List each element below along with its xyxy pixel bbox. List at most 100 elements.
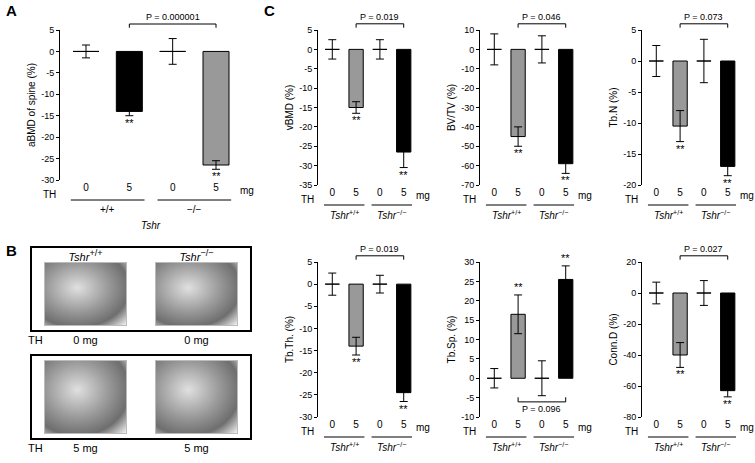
svg-text:**: ** — [399, 169, 408, 181]
svg-text:-35: -35 — [299, 180, 312, 190]
svg-text:-15: -15 — [299, 346, 312, 356]
svg-text:mg: mg — [416, 190, 430, 201]
svg-text:mg: mg — [578, 422, 592, 433]
svg-text:5: 5 — [677, 419, 683, 430]
svg-text:TH: TH — [463, 194, 476, 205]
svg-text:Tb.Sp. (%): Tb.Sp. (%) — [446, 316, 457, 364]
svg-text:aBMD of spine (%): aBMD of spine (%) — [26, 63, 37, 147]
svg-text:-5: -5 — [304, 301, 312, 311]
svg-text:-20: -20 — [299, 122, 312, 132]
svg-text:Tshr​−/−​: Tshr​−/−​ — [377, 441, 406, 453]
svg-text:Tshr​−/−​: Tshr​−/−​ — [539, 209, 568, 221]
svg-text:Tshr​+/+​: Tshr​+/+​ — [330, 209, 359, 221]
svg-text:**: ** — [676, 368, 685, 380]
svg-text:0: 0 — [469, 45, 474, 55]
svg-text:TH: TH — [301, 426, 314, 437]
svg-text:5: 5 — [469, 354, 474, 364]
svg-text:5: 5 — [677, 187, 683, 198]
svg-text:P = 0.019: P = 0.019 — [360, 244, 399, 254]
svg-text:-15: -15 — [299, 103, 312, 113]
svg-text:0: 0 — [83, 182, 89, 193]
svg-text:-10: -10 — [623, 118, 636, 128]
svg-text:Conn.D (%): Conn.D (%) — [608, 313, 619, 365]
svg-text:5: 5 — [401, 187, 407, 198]
svg-text:20: 20 — [464, 296, 474, 306]
svg-text:-10: -10 — [299, 324, 312, 334]
svg-text:Tshr​+/+​: Tshr​+/+​ — [492, 441, 521, 453]
svg-text:Tshr​+/+​: Tshr​+/+​ — [654, 441, 683, 453]
svg-text:5: 5 — [401, 419, 407, 430]
svg-text:0: 0 — [701, 187, 707, 198]
svg-text:Tshr​+/+​: Tshr​+/+​ — [654, 209, 683, 221]
svg-text:5: 5 — [49, 25, 54, 35]
svg-text:mg: mg — [740, 422, 754, 433]
svg-text:Tshr​−/−​: Tshr​−/−​ — [377, 209, 406, 221]
svg-text:-15: -15 — [41, 111, 54, 121]
svg-text:Tshr​+/+​: Tshr​+/+​ — [492, 209, 521, 221]
svg-text:-60: -60 — [461, 161, 474, 171]
svg-text:mg: mg — [416, 422, 430, 433]
svg-text:0: 0 — [492, 419, 498, 430]
svg-text:-5: -5 — [466, 393, 474, 403]
svg-text:0: 0 — [49, 47, 54, 57]
svg-text:0: 0 — [631, 56, 636, 66]
svg-text:5: 5 — [307, 25, 312, 35]
svg-text:**: ** — [723, 177, 732, 189]
svg-text:Tb.N (%): Tb.N (%) — [608, 88, 619, 128]
svg-text:mg: mg — [578, 190, 592, 201]
svg-text:-20: -20 — [623, 319, 636, 329]
svg-text:5: 5 — [213, 182, 219, 193]
svg-text:P = 0.000001: P = 0.000001 — [146, 12, 200, 22]
svg-text:**: ** — [723, 398, 732, 410]
svg-text:5: 5 — [725, 419, 731, 430]
svg-text:0: 0 — [539, 187, 545, 198]
svg-text:0: 0 — [539, 419, 545, 430]
svg-text:0: 0 — [654, 419, 660, 430]
svg-text:-40: -40 — [461, 122, 474, 132]
svg-text:-25: -25 — [41, 154, 54, 164]
svg-text:0: 0 — [330, 187, 336, 198]
svg-text:-25: -25 — [299, 390, 312, 400]
svg-text:P = 0.073: P = 0.073 — [684, 12, 723, 22]
svg-text:Tshr​−/−​: Tshr​−/−​ — [539, 441, 568, 453]
svg-text:-30: -30 — [299, 412, 312, 422]
svg-text:10: 10 — [464, 335, 474, 345]
svg-text:**: ** — [561, 252, 570, 264]
svg-text:5: 5 — [725, 187, 731, 198]
svg-text:-70: -70 — [461, 180, 474, 190]
svg-text:-40: -40 — [623, 350, 636, 360]
svg-text:0: 0 — [377, 187, 383, 198]
svg-text:**: ** — [212, 170, 221, 182]
svg-text:-10: -10 — [461, 412, 474, 422]
svg-text:TH: TH — [463, 426, 476, 437]
svg-text:Tshr: Tshr — [141, 220, 161, 231]
svg-text:BV/TV (%): BV/TV (%) — [446, 84, 457, 131]
svg-text:-10: -10 — [299, 83, 312, 93]
svg-text:+/+: +/+ — [100, 204, 115, 215]
svg-text:5: 5 — [631, 25, 636, 35]
svg-text:TH: TH — [301, 194, 314, 205]
svg-text:0: 0 — [307, 279, 312, 289]
svg-text:P = 0.096: P = 0.096 — [522, 404, 561, 414]
svg-text:-30: -30 — [299, 161, 312, 171]
svg-text:15: 15 — [464, 315, 474, 325]
svg-text:25: 25 — [464, 277, 474, 287]
svg-text:0: 0 — [631, 288, 636, 298]
svg-text:**: ** — [125, 117, 134, 129]
svg-text:P = 0.019: P = 0.019 — [360, 12, 399, 22]
svg-text:Tb.Th. (%): Tb.Th. (%) — [284, 316, 295, 363]
svg-text:-20: -20 — [623, 180, 636, 190]
svg-text:5: 5 — [353, 419, 359, 430]
svg-text:-10: -10 — [461, 64, 474, 74]
svg-text:0: 0 — [654, 187, 660, 198]
svg-text:Tshr​+/+​: Tshr​+/+​ — [330, 441, 359, 453]
svg-text:-60: -60 — [623, 381, 636, 391]
svg-text:mg: mg — [240, 185, 254, 196]
svg-text:5: 5 — [127, 182, 133, 193]
svg-text:**: ** — [514, 147, 523, 159]
svg-text:20: 20 — [626, 257, 636, 267]
svg-text:30: 30 — [464, 257, 474, 267]
svg-text:0: 0 — [170, 182, 176, 193]
svg-text:5: 5 — [563, 419, 569, 430]
svg-text:-30: -30 — [41, 175, 54, 185]
